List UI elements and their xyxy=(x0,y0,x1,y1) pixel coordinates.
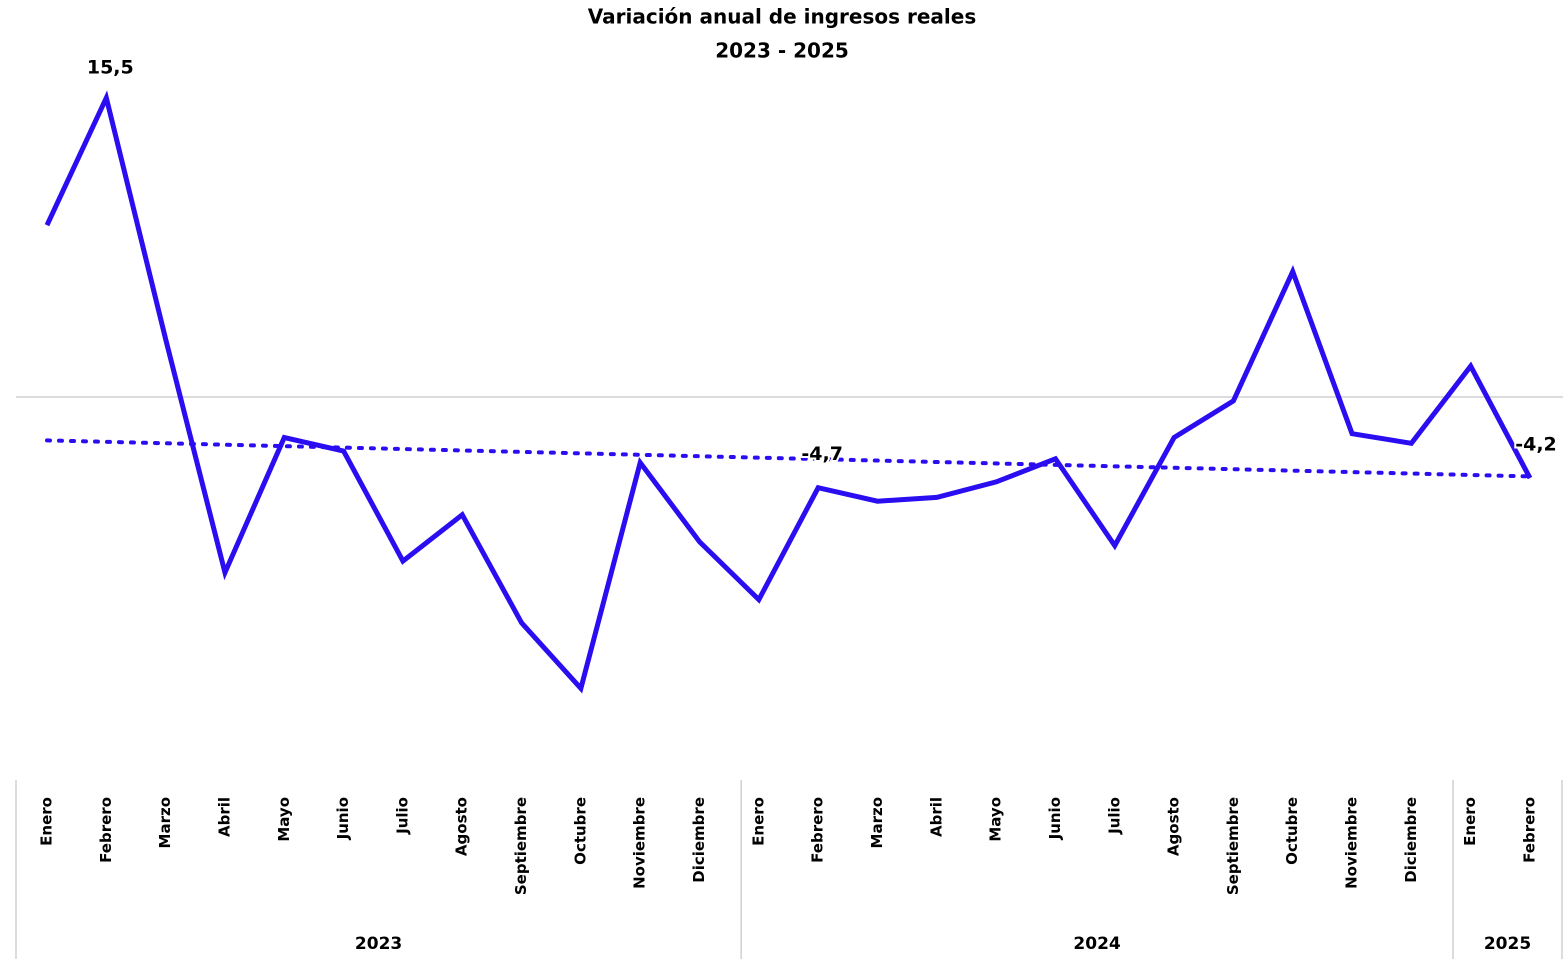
x-tick-label: Febrero xyxy=(97,797,115,863)
x-tick-label: Abril xyxy=(927,797,945,837)
group-label: 2025 xyxy=(1484,934,1531,954)
x-tick-label: Marzo xyxy=(156,797,174,848)
x-tick-label: Julio xyxy=(393,797,411,835)
x-tick-label: Enero xyxy=(38,797,56,846)
x-tick-label: Octubre xyxy=(571,797,589,865)
data-label: -4,2 xyxy=(1515,434,1557,456)
series-line xyxy=(44,90,1533,694)
x-tick-label: Febrero xyxy=(809,797,827,863)
x-tick-label: Noviembre xyxy=(1343,797,1361,889)
x-tick-label: Mayo xyxy=(275,797,293,842)
x-tick-label: Diciembre xyxy=(690,797,708,883)
x-tick-label: Diciembre xyxy=(1402,797,1420,883)
data-label: 15,5 xyxy=(87,56,134,78)
x-tick-label: Junio xyxy=(334,797,352,840)
trendline xyxy=(45,438,1532,479)
x-tick-label: Abril xyxy=(215,797,233,837)
x-tick-label: Agosto xyxy=(1165,797,1183,856)
x-tick-label: Marzo xyxy=(868,797,886,848)
chart-subtitle: 2023 - 2025 xyxy=(715,39,849,63)
x-tick-label: Septiembre xyxy=(1224,797,1242,895)
x-tick-label: Enero xyxy=(1461,797,1479,846)
x-tick-label: Mayo xyxy=(987,797,1005,842)
x-tick-label: Julio xyxy=(1105,797,1123,835)
x-tick-label: Febrero xyxy=(1521,797,1539,863)
group-label: 2023 xyxy=(355,934,402,954)
x-tick-label: Agosto xyxy=(453,797,471,856)
x-tick-label: Junio xyxy=(1046,797,1064,840)
x-tick-label: Noviembre xyxy=(631,797,649,889)
data-label: -4,7 xyxy=(801,443,843,465)
chart-title: Variación anual de ingresos reales xyxy=(588,5,976,29)
group-label: 2024 xyxy=(1073,934,1120,954)
x-tick-label: Enero xyxy=(749,797,767,846)
x-tick-label: Octubre xyxy=(1283,797,1301,865)
x-tick-label: Septiembre xyxy=(512,797,530,895)
